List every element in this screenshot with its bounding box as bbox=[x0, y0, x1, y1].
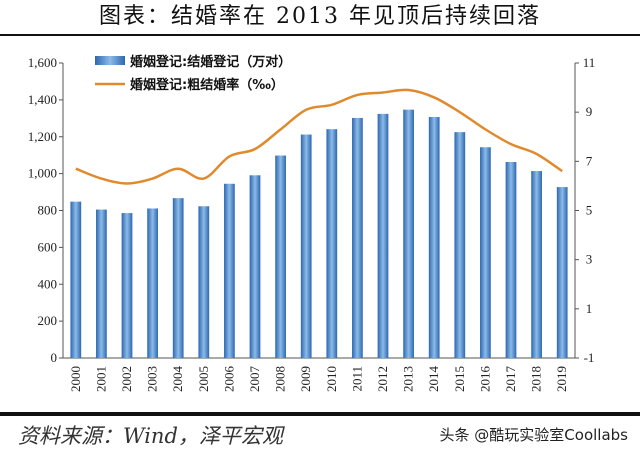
bar-2005 bbox=[198, 206, 210, 358]
x-tick-label: 2019 bbox=[554, 366, 569, 392]
right-tick-label: -1 bbox=[584, 350, 595, 365]
x-tick-label: 2017 bbox=[503, 366, 518, 393]
x-tick-label: 2002 bbox=[119, 366, 134, 392]
right-tick-label: 3 bbox=[586, 252, 593, 267]
source-note: 资料来源：Wind，泽平宏观 bbox=[18, 424, 283, 448]
x-tick-label: 2010 bbox=[324, 366, 339, 392]
x-tick-label: 2016 bbox=[477, 366, 492, 393]
x-tick-label: 2018 bbox=[529, 366, 544, 392]
x-tick-label: 2007 bbox=[247, 366, 262, 393]
x-tick-label: 2015 bbox=[452, 366, 467, 392]
bar-2007 bbox=[249, 175, 261, 358]
right-tick-label: 7 bbox=[586, 153, 593, 168]
bar-2013 bbox=[403, 109, 414, 358]
left-tick-label: 200 bbox=[38, 313, 58, 328]
legend-line-label: 婚姻登记:粗结婚率（‰） bbox=[130, 77, 284, 93]
left-tick-label: 1,600 bbox=[28, 55, 57, 70]
bar-2017 bbox=[505, 162, 517, 358]
left-tick-label: 400 bbox=[38, 276, 58, 291]
left-tick-label: 1,200 bbox=[28, 129, 57, 144]
legend-bar-swatch bbox=[95, 56, 125, 65]
left-tick-label: 0 bbox=[51, 350, 58, 365]
bar-2001 bbox=[96, 209, 107, 358]
chart: 0 200 400 600 800 1,000 1,200 1,400 1,600 -1 1 3 5 7 9… bbox=[28, 54, 596, 393]
bar-2006 bbox=[224, 183, 235, 358]
left-tick-label: 1,000 bbox=[28, 166, 57, 181]
chart-title: 图表：结婚率在 2013 年见顶后持续回落 bbox=[99, 4, 541, 29]
bar-2010 bbox=[326, 129, 338, 358]
right-tick-label: 9 bbox=[586, 104, 593, 119]
x-tick-label: 2009 bbox=[298, 366, 313, 392]
bar-2016 bbox=[480, 147, 491, 358]
legend-bar-label: 婚姻登记:结婚登记（万对） bbox=[130, 54, 291, 70]
x-tick-label: 2012 bbox=[375, 366, 390, 392]
left-tick-label: 600 bbox=[38, 239, 58, 254]
bar-2014 bbox=[428, 117, 440, 358]
watermark: 头条 @酷玩实验室Coollabs bbox=[439, 426, 628, 444]
bar-2004 bbox=[172, 198, 184, 358]
x-tick-label: 2014 bbox=[426, 366, 441, 393]
x-tick-label: 2005 bbox=[196, 366, 211, 392]
right-tick-label: 5 bbox=[586, 203, 593, 218]
bar-2008 bbox=[275, 155, 286, 358]
bottom-rule bbox=[0, 412, 640, 416]
right-tick-label: 11 bbox=[583, 55, 596, 70]
x-tick-label: 2013 bbox=[401, 366, 416, 392]
x-tick-label: 2004 bbox=[170, 366, 185, 393]
left-tick-label: 800 bbox=[38, 203, 58, 218]
bar-2000 bbox=[70, 201, 82, 358]
x-tick-label: 2008 bbox=[273, 366, 288, 392]
x-tick-label: 2011 bbox=[349, 366, 364, 392]
bar-2012 bbox=[377, 113, 389, 358]
bar-2002 bbox=[121, 213, 133, 358]
bar-2019 bbox=[556, 187, 568, 358]
top-rule bbox=[0, 34, 640, 36]
bar-2018 bbox=[531, 171, 542, 358]
marriage-rate-line bbox=[75, 88, 563, 185]
bar-2009 bbox=[300, 134, 312, 358]
x-tick-label: 2003 bbox=[145, 366, 160, 392]
right-tick-label: 1 bbox=[586, 301, 593, 316]
x-tick-label: 2000 bbox=[68, 366, 83, 392]
left-tick-label: 1,400 bbox=[28, 92, 57, 107]
bar-2015 bbox=[454, 132, 466, 358]
bar-2011 bbox=[352, 117, 363, 358]
x-tick-label: 2006 bbox=[221, 366, 236, 393]
bar-2003 bbox=[147, 208, 158, 358]
x-tick-label: 2001 bbox=[93, 366, 108, 392]
